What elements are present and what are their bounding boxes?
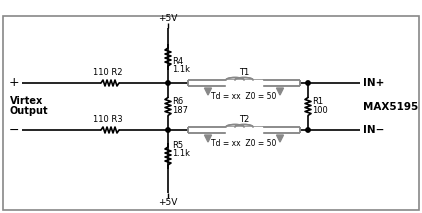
Text: Td = xx  Z0 = 50: Td = xx Z0 = 50	[211, 139, 277, 148]
Polygon shape	[276, 88, 284, 95]
Circle shape	[306, 81, 310, 85]
Text: 110 R3: 110 R3	[93, 115, 123, 124]
Polygon shape	[276, 135, 284, 142]
Text: T2: T2	[239, 115, 249, 124]
Text: Td = xx  Z0 = 50: Td = xx Z0 = 50	[211, 92, 277, 101]
Polygon shape	[205, 88, 211, 95]
Text: 110 R2: 110 R2	[93, 68, 123, 77]
Circle shape	[166, 128, 170, 132]
Text: 100: 100	[312, 106, 328, 115]
Text: T1: T1	[239, 68, 249, 77]
Text: IN−: IN−	[363, 125, 384, 135]
Text: Virtex: Virtex	[10, 96, 43, 106]
Polygon shape	[205, 135, 211, 142]
Text: +: +	[9, 76, 19, 89]
Text: 1.1k: 1.1k	[172, 65, 190, 73]
Text: −: −	[9, 124, 19, 137]
Text: 187: 187	[172, 106, 188, 115]
Text: IN+: IN+	[363, 78, 384, 88]
Text: +5V: +5V	[158, 198, 178, 207]
Text: R6: R6	[172, 97, 183, 106]
Text: R1: R1	[312, 97, 323, 106]
Text: R5: R5	[172, 141, 183, 150]
Text: +5V: +5V	[158, 14, 178, 23]
Text: R4: R4	[172, 56, 183, 66]
Text: MAX5195: MAX5195	[363, 102, 418, 111]
Circle shape	[306, 128, 310, 132]
Text: Output: Output	[10, 106, 49, 117]
Circle shape	[166, 81, 170, 85]
Text: 1.1k: 1.1k	[172, 148, 190, 157]
